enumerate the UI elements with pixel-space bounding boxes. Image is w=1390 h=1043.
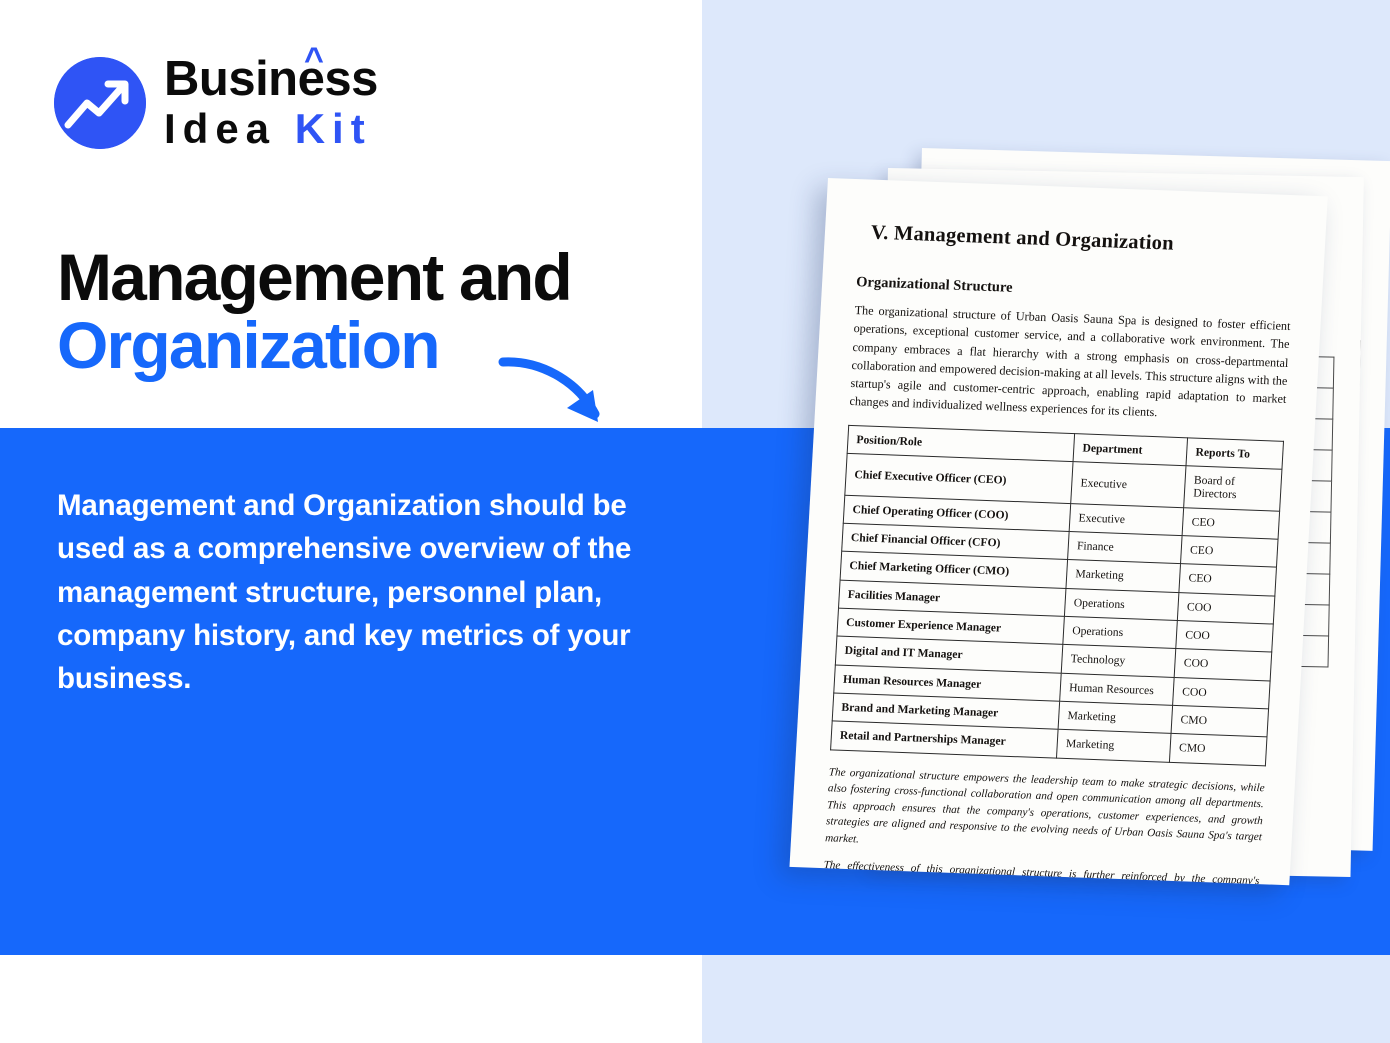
cell-reports-to: CMO	[1171, 705, 1269, 738]
cell-department: Operations	[1063, 616, 1178, 649]
document-stack: ns, a flat on- ch, lients. rs O	[600, 120, 1390, 920]
brand-line-ideakit: Idea Kit	[164, 108, 378, 150]
cell-reports-to: COO	[1177, 592, 1275, 625]
brand-kit-text: Kit	[294, 105, 372, 152]
cell-reports-to: COO	[1176, 620, 1274, 653]
cell-department: Marketing	[1058, 701, 1173, 734]
page-title-line-1: Management and	[57, 240, 573, 314]
cell-reports-to: CMO	[1169, 733, 1267, 766]
cell-reports-to: CEO	[1179, 564, 1277, 596]
brand-logo[interactable]: Business ^ Idea Kit	[54, 43, 378, 150]
cell-reports-to: COO	[1172, 677, 1271, 709]
brand-circumflex-accent: ^	[304, 41, 324, 79]
brand-wordmark: Business ^ Idea Kit	[164, 43, 378, 150]
brand-idea-text: Idea	[164, 105, 277, 152]
cell-department: Finance	[1067, 531, 1183, 565]
cell-department: Human Resources	[1059, 673, 1175, 706]
org-table-body: Chief Executive Officer (CEO) Executive …	[830, 453, 1282, 766]
cell-department: Technology	[1061, 644, 1177, 678]
org-structure-table: Position/Role Department Reports To Chie…	[830, 425, 1284, 766]
cell-department: Marketing	[1056, 729, 1172, 763]
document-heading: V. Management and Organization	[870, 221, 1175, 255]
brand-business-text: Business	[164, 52, 378, 106]
curved-arrow-icon	[498, 357, 600, 422]
document-closing-paragraph-2: The effectiveness of this organizational…	[822, 858, 1260, 886]
document-intro-paragraph: The organizational structure of Urban Oa…	[849, 303, 1291, 420]
description-text: Management and Organization should be us…	[57, 489, 632, 696]
page-title-line-2: Organization	[57, 307, 441, 382]
background-panel-white-bottom	[0, 955, 702, 1043]
cell-department: Executive	[1070, 461, 1187, 508]
document-subheading: Organizational Structure	[855, 274, 1014, 296]
cell-reports-to: CEO	[1180, 535, 1279, 568]
growth-arrow-circle-icon	[54, 56, 146, 149]
cell-department: Operations	[1064, 588, 1180, 621]
document-page-front: V. Management and Organization Organizat…	[789, 178, 1328, 886]
brand-line-business: Business ^	[164, 43, 378, 106]
cell-reports-to: CEO	[1182, 507, 1280, 540]
column-header-reports-to: Reports To	[1186, 437, 1284, 470]
column-header-department: Department	[1073, 433, 1188, 466]
cell-reports-to: Board of Directors	[1183, 465, 1282, 511]
document-closing-paragraph-1: The organizational structure empowers th…	[824, 766, 1265, 846]
cell-department: Executive	[1069, 503, 1184, 536]
cell-reports-to: COO	[1174, 648, 1272, 681]
page-title: Management and Organization	[57, 240, 677, 382]
cell-department: Marketing	[1066, 559, 1181, 593]
document-page-front-content: V. Management and Organization Organizat…	[789, 178, 1327, 886]
